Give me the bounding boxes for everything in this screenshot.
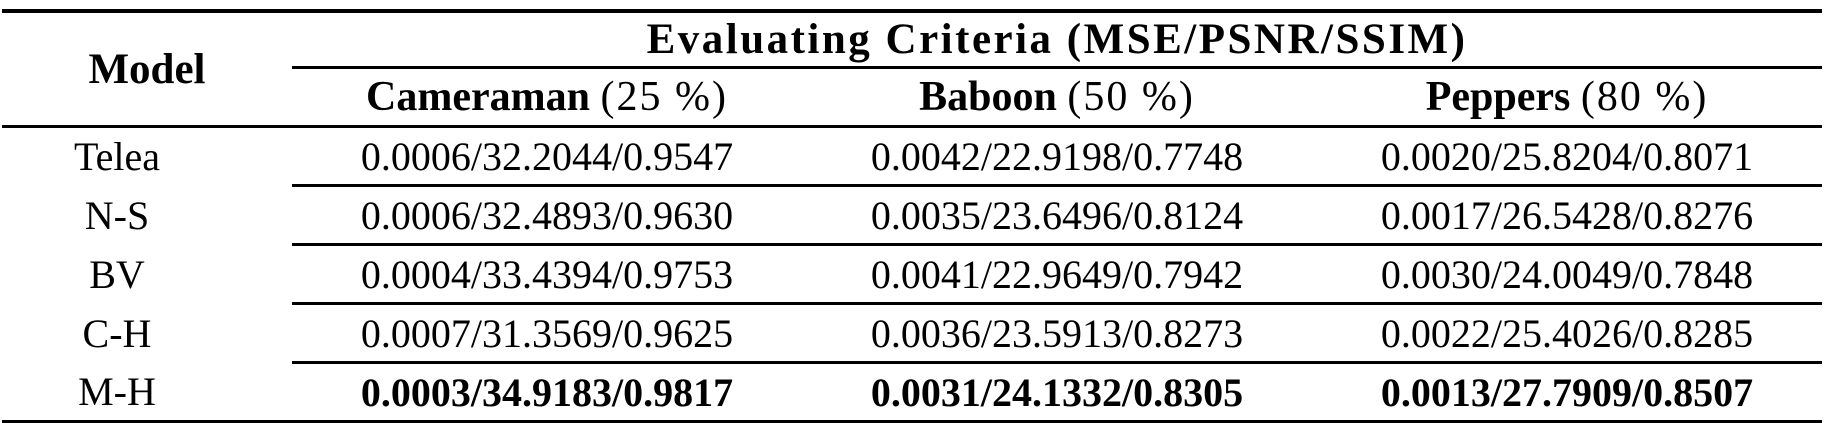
metric-cell-cameraman: 0.0006/32.4893/0.9630	[292, 185, 802, 246]
mask-ratio-label: (80 %)	[1580, 74, 1709, 120]
metric-cell-peppers: 0.0022/25.4026/0.8285	[1312, 303, 1823, 364]
model-name-cell: M-H	[78, 368, 156, 414]
metric-cell-baboon: 0.0041/22.9649/0.7942	[802, 244, 1312, 305]
metric-cell-cameraman: 0.0003/34.9183/0.9817	[360, 369, 734, 415]
metric-cell-cameraman: 0.0007/31.3569/0.9625	[292, 303, 802, 364]
metric-cell-peppers: 0.0013/27.7909/0.8507	[1380, 369, 1754, 415]
mask-ratio-label: (25 %)	[600, 74, 728, 120]
metric-cell-cameraman: 0.0004/33.4394/0.9753	[292, 244, 802, 305]
metric-cell-cameraman: 0.0006/32.2044/0.9547	[292, 126, 802, 187]
model-name-cell: BV	[89, 251, 145, 297]
image-name-label: Cameraman	[366, 74, 590, 120]
model-name-cell: C-H	[82, 310, 152, 356]
header-row-sub: Cameraman (25 %) Baboon (50 %) Peppers (…	[2, 67, 1823, 128]
metric-cell-baboon: 0.0036/23.5913/0.8273	[802, 303, 1312, 364]
metric-cell-baboon: 0.0042/22.9198/0.7748	[802, 126, 1312, 187]
criteria-group-header: Evaluating Criteria (MSE/PSNR/SSIM)	[292, 11, 1823, 69]
table-row-bv: BV 0.0004/33.4394/0.9753 0.0041/22.9649/…	[2, 244, 1823, 305]
column-header-baboon: Baboon (50 %)	[802, 67, 1312, 128]
metric-cell-baboon: 0.0035/23.6496/0.8124	[802, 185, 1312, 246]
metric-cell-baboon: 0.0031/24.1332/0.8305	[870, 369, 1244, 415]
table-row-mh: M-H 0.0003/34.9183/0.9817 0.0031/24.1332…	[2, 363, 1822, 423]
metric-cell-peppers: 0.0017/26.5428/0.8276	[1312, 185, 1823, 246]
evaluation-results-table: Model Evaluating Criteria (MSE/PSNR/SSIM…	[2, 9, 1823, 423]
table-row-telea: Telea 0.0006/32.2044/0.9547 0.0042/22.91…	[2, 126, 1823, 187]
table-row-ch: C-H 0.0007/31.3569/0.9625 0.0036/23.5913…	[2, 303, 1823, 364]
model-name-cell: N-S	[84, 192, 150, 238]
header-row-main: Model Evaluating Criteria (MSE/PSNR/SSIM…	[2, 11, 1823, 128]
mask-ratio-label: (50 %)	[1067, 74, 1195, 120]
column-header-cameraman: Cameraman (25 %)	[292, 67, 802, 128]
model-column-header: Model	[2, 11, 292, 128]
model-name-cell: Telea	[73, 134, 160, 180]
image-name-label: Peppers	[1425, 74, 1571, 120]
metric-cell-peppers: 0.0030/24.0049/0.7848	[1312, 244, 1823, 305]
table-row-ns: N-S 0.0006/32.4893/0.9630 0.0035/23.6496…	[2, 185, 1823, 246]
metric-cell-peppers: 0.0020/25.8204/0.8071	[1312, 126, 1823, 187]
column-header-peppers: Peppers (80 %)	[1312, 67, 1823, 128]
image-name-label: Baboon	[919, 74, 1057, 120]
